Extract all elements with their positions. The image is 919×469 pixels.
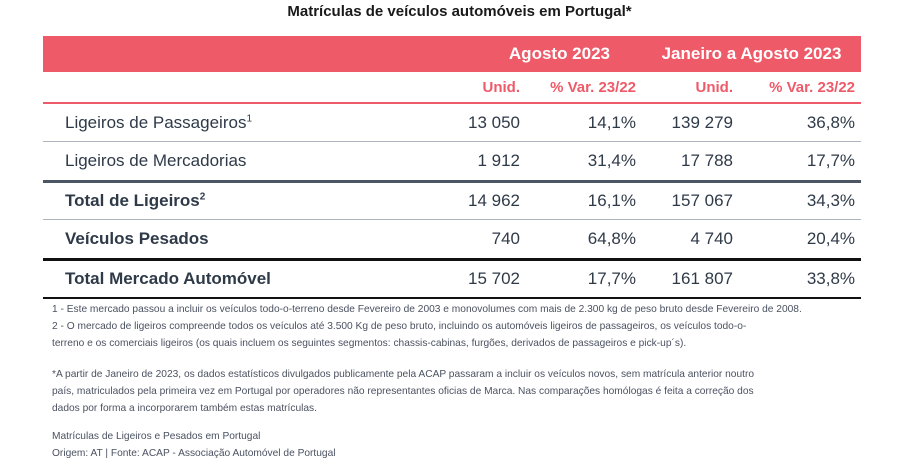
footnote-2-line1: 2 - O mercado de ligeiros compreende tod…: [52, 321, 747, 332]
row-label: Total Mercado Automóvel: [43, 259, 416, 299]
cell-unid-jan-aug: 139 279: [642, 103, 739, 142]
cell-var-jan-aug: 34,3%: [739, 181, 862, 220]
cell-unid-jan-aug: 4 740: [642, 219, 739, 261]
cell-unid-jan-aug: 157 067: [642, 181, 739, 220]
cell-var-august: 14,1%: [526, 103, 642, 142]
table-row: Veículos Pesados 740 64,8% 4 740 20,4%: [43, 219, 862, 261]
page-title: Matrículas de veículos automóveis em Por…: [287, 3, 632, 20]
footnotes: 1 - Este mercado passou a incluir os veí…: [52, 301, 914, 462]
source: Origem: AT | Fonte: ACAP - Associação Au…: [52, 448, 336, 459]
cell-unid-jan-aug: 161 807: [642, 259, 739, 299]
table-row: Ligeiros de Mercadorias 1 912 31,4% 17 7…: [43, 141, 862, 183]
period-august: Agosto 2023: [416, 36, 642, 72]
asterisk-note-line1: *A partir de Janeiro de 2023, os dados e…: [52, 369, 755, 380]
cell-unid-jan-aug: 17 788: [642, 141, 739, 183]
cell-unid-august: 14 962: [416, 181, 526, 220]
cell-var-august: 31,4%: [526, 141, 642, 183]
cell-var-jan-aug: 17,7%: [739, 141, 862, 183]
row-label: Veículos Pesados: [43, 219, 416, 261]
table-row: Total Mercado Automóvel 15 702 17,7% 161…: [43, 259, 862, 299]
asterisk-note-line2: país, matriculados pela primeira vez em …: [52, 386, 754, 397]
footnote-2-line2: terreno e os comerciais ligeiros (os qua…: [52, 338, 687, 349]
cell-var-august: 64,8%: [526, 219, 642, 261]
period-header-row: Agosto 2023 Janeiro a Agosto 2023: [43, 36, 862, 72]
registrations-table: Agosto 2023 Janeiro a Agosto 2023 Unid. …: [43, 36, 862, 299]
cell-unid-august: 740: [416, 219, 526, 261]
col-var-jan-aug: % Var. 23/22: [739, 72, 862, 104]
header-empty-cell: [43, 36, 416, 72]
cell-unid-august: 13 050: [416, 103, 526, 142]
cell-var-jan-aug: 33,8%: [739, 259, 862, 299]
asterisk-note-line3: dados por forma a incorporarem também es…: [52, 403, 317, 414]
row-label: Ligeiros de Passageiros1: [43, 103, 416, 142]
cell-unid-august: 15 702: [416, 259, 526, 299]
col-unid-jan-aug: Unid.: [642, 72, 739, 104]
row-label: Ligeiros de Mercadorias: [43, 141, 416, 183]
cell-var-august: 17,7%: [526, 259, 642, 299]
cell-var-jan-aug: 36,8%: [739, 103, 862, 142]
cell-unid-august: 1 912: [416, 141, 526, 183]
row-label: Total de Ligeiros2: [43, 181, 416, 220]
units-empty-cell: [43, 72, 416, 104]
period-jan-aug: Janeiro a Agosto 2023: [642, 36, 862, 72]
footnote-1: 1 - Este mercado passou a incluir os veí…: [52, 304, 802, 315]
col-unid-august: Unid.: [416, 72, 526, 104]
caption: Matrículas de Ligeiros e Pesados em Port…: [52, 431, 261, 442]
table-row: Total de Ligeiros2 14 962 16,1% 157 067 …: [43, 181, 862, 220]
table-row: Ligeiros de Passageiros1 13 050 14,1% 13…: [43, 103, 862, 142]
cell-var-august: 16,1%: [526, 181, 642, 220]
col-var-august: % Var. 23/22: [526, 72, 642, 104]
units-header-row: Unid. % Var. 23/22 Unid. % Var. 23/22: [43, 72, 862, 104]
cell-var-jan-aug: 20,4%: [739, 219, 862, 261]
